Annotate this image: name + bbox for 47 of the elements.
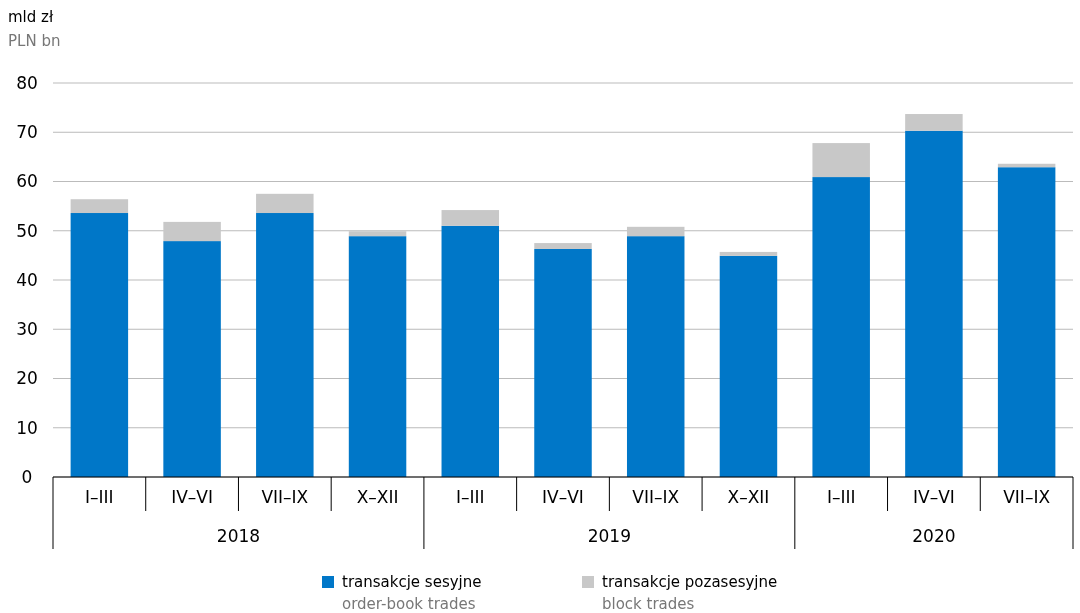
- x-tick-label: IV–VI: [542, 486, 584, 507]
- bar: [812, 177, 870, 477]
- bar: [812, 143, 870, 178]
- x-tick-label: IV–VI: [171, 486, 213, 507]
- bar: [719, 251, 778, 256]
- bar: [256, 213, 314, 477]
- y-tick-label: 40: [16, 269, 38, 290]
- y-axis-title: mld zł PLN bn: [8, 8, 61, 50]
- bar: [905, 130, 963, 477]
- x-tick-label: X–XII: [356, 486, 399, 507]
- y-tick-label: 60: [16, 171, 38, 192]
- y-tick-label: 70: [16, 122, 38, 143]
- bar: [348, 236, 407, 477]
- x-tick-label: I–III: [85, 486, 114, 507]
- x-tick-label: VII–IX: [1003, 486, 1051, 507]
- x-tick-label: IV–VI: [913, 486, 955, 507]
- x-tick-label: VII–IX: [261, 486, 309, 507]
- bar: [441, 225, 500, 477]
- bar: [534, 243, 592, 249]
- bar: [997, 167, 1056, 477]
- bar: [626, 236, 685, 477]
- bar: [256, 193, 314, 214]
- y-tick-label: 0: [21, 466, 33, 487]
- y-tick-label: 20: [16, 368, 38, 389]
- bar: [441, 210, 500, 226]
- legend-label: transakcje pozasesyjne block trades: [602, 573, 778, 613]
- x-tick-label: VII–IX: [632, 486, 680, 507]
- bar: [626, 226, 685, 237]
- y-tick-label: 30: [16, 319, 38, 340]
- x-tick-label: I–III: [455, 486, 485, 507]
- bar: [905, 114, 963, 131]
- x-tick-label: X–XII: [727, 486, 770, 507]
- bar: [348, 231, 407, 237]
- x-tick-label: I–III: [826, 486, 856, 507]
- y-tick-label: 50: [16, 220, 38, 241]
- bar: [70, 199, 129, 214]
- y-tick-label: 80: [16, 72, 38, 93]
- bar: [719, 255, 778, 477]
- legend-label: transakcje sesyjne order-book trades: [342, 573, 482, 613]
- bar: [70, 213, 129, 477]
- y-tick-label: 10: [16, 417, 38, 438]
- text: 2019: [587, 525, 631, 546]
- bar: [534, 248, 592, 477]
- bar: [163, 241, 221, 477]
- text: 2020: [912, 525, 956, 546]
- text: 2018: [216, 525, 261, 546]
- bar: [163, 221, 221, 242]
